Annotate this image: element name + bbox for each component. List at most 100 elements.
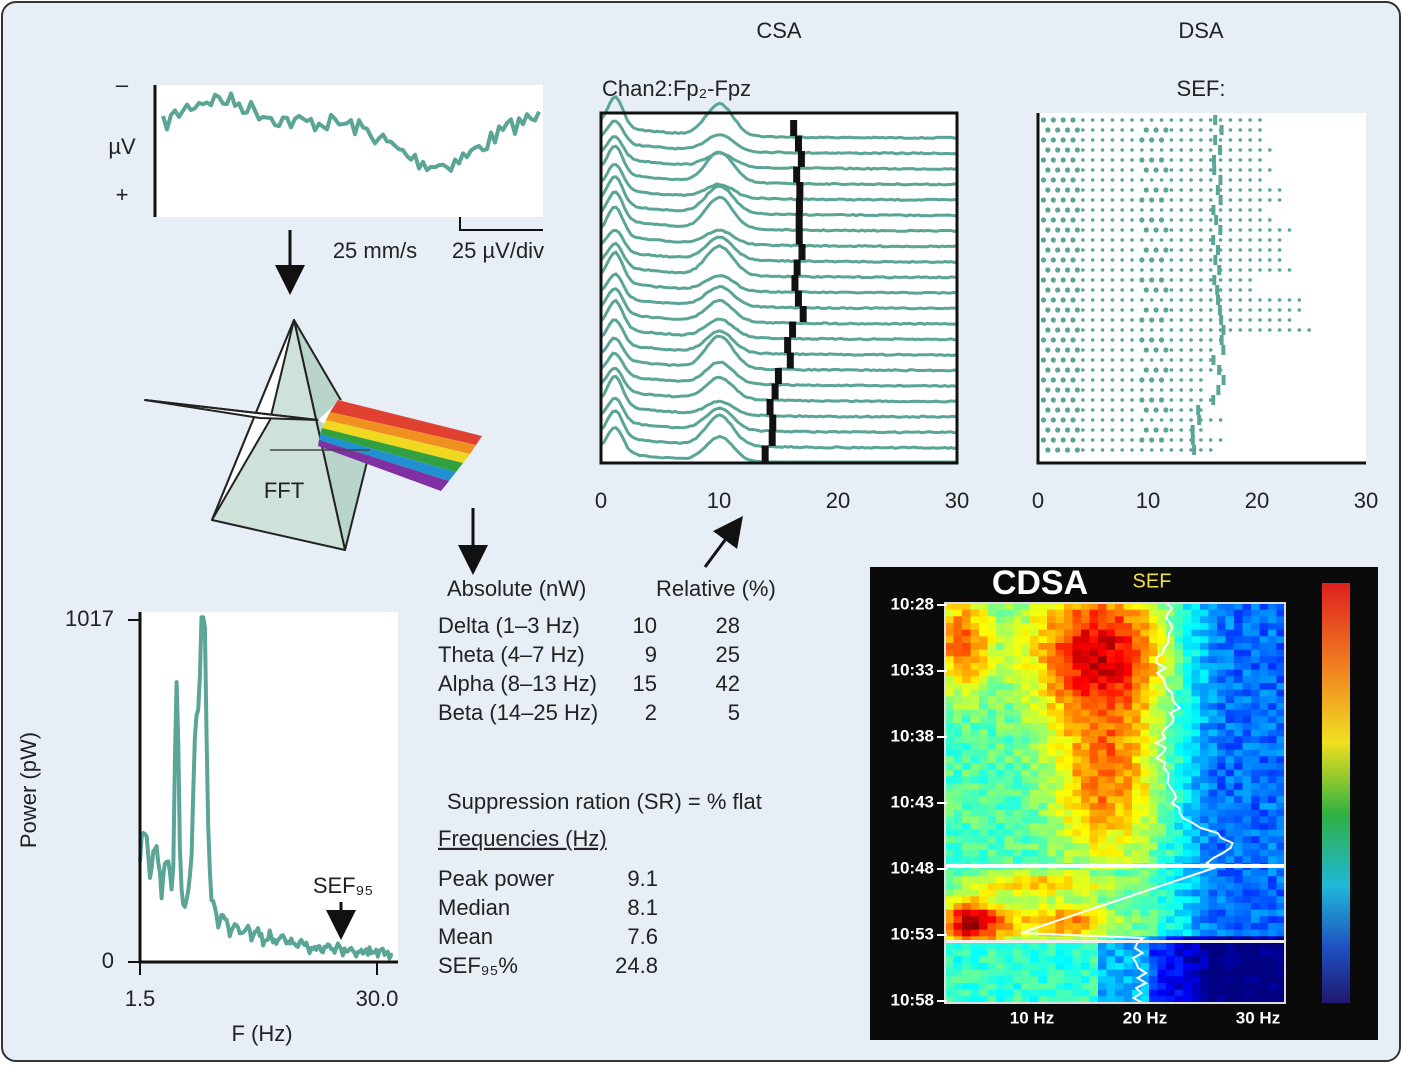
heat-cell [1276, 609, 1286, 617]
heat-cell [1081, 603, 1091, 611]
heat-cell [1183, 989, 1193, 997]
heat-cell [1208, 856, 1218, 864]
heat-cell [1106, 656, 1116, 664]
heat-cell [1268, 723, 1278, 731]
heat-cell [1140, 949, 1150, 957]
heat-cell [1123, 723, 1133, 731]
heat-cell [1259, 856, 1269, 864]
heat-cell [996, 683, 1006, 691]
heat-cell [953, 676, 963, 684]
heat-cell [1251, 889, 1261, 897]
dsa-dot [1228, 118, 1233, 122]
heat-cell [953, 983, 963, 991]
heat-cell [979, 869, 989, 877]
heat-cell [1013, 636, 1023, 644]
heat-cell [1038, 743, 1048, 751]
dsa-dot [1120, 128, 1124, 132]
heat-cell [1123, 796, 1133, 804]
heat-cell [1055, 816, 1065, 824]
heat-cell [1157, 783, 1167, 791]
heat-cell [1174, 936, 1184, 944]
heat-cell [1276, 896, 1286, 904]
heat-cell [962, 929, 972, 937]
heat-cell [1251, 969, 1261, 977]
dsa-dot [1199, 228, 1203, 232]
dsa-dot [1110, 198, 1115, 202]
heat-cell [1055, 716, 1065, 724]
heat-cell [1089, 643, 1099, 651]
dsa-sef [1190, 425, 1195, 435]
dsa-dot [1100, 258, 1105, 262]
heat-cell [953, 843, 963, 851]
heat-cell [1183, 783, 1193, 791]
heat-cell [1191, 956, 1201, 964]
dsa-dot [1074, 287, 1080, 293]
dsa-dot [1149, 217, 1155, 223]
heat-cell [1234, 609, 1244, 617]
dsa-dot [1143, 347, 1149, 353]
heat-cell [1115, 769, 1125, 777]
dsa-dot [1050, 377, 1056, 383]
heat-cell [1166, 729, 1176, 737]
dsa-dot [1163, 427, 1169, 433]
heat-cell [1106, 663, 1116, 671]
dsa-dot [1208, 138, 1213, 142]
heat-cell [1047, 829, 1057, 837]
heat-cell [1132, 836, 1142, 844]
heat-cell [1191, 749, 1201, 757]
dsa-dot [1179, 218, 1184, 222]
heat-cell [962, 916, 972, 924]
heat-cell [1183, 936, 1193, 944]
heat-cell [1030, 696, 1040, 704]
heat-cell [1030, 703, 1040, 711]
dsa-dot [1040, 237, 1047, 243]
dsa-dot [1130, 408, 1134, 412]
heat-cell [970, 889, 980, 897]
heat-cell [1140, 723, 1150, 731]
heat-cell [1089, 636, 1099, 644]
heat-cell [1242, 889, 1252, 897]
dsa-dot [1228, 228, 1233, 232]
heat-cell [1208, 909, 1218, 917]
heat-cell [1021, 889, 1031, 897]
heat-cell [1208, 769, 1218, 777]
dsa-dot [1208, 148, 1213, 152]
dsa-dot [1208, 308, 1213, 312]
dsa-dot [1267, 188, 1272, 192]
heat-cell [1038, 783, 1048, 791]
heat-cell [1140, 943, 1150, 951]
heat-cell [1251, 749, 1261, 757]
heat-cell [1098, 723, 1108, 731]
heat-cell [1089, 716, 1099, 724]
dsa-dot [1050, 317, 1056, 323]
dsa-dot [1050, 177, 1056, 183]
heat-cell [1174, 709, 1184, 717]
dsa-dot [1081, 398, 1085, 402]
heat-cell [1191, 969, 1201, 977]
heat-cell [1106, 856, 1116, 864]
heat-cell [945, 989, 955, 997]
heat-cell [1081, 936, 1091, 944]
heat-cell [953, 803, 963, 811]
dsa-dot [1130, 288, 1134, 292]
heat-cell [1242, 903, 1252, 911]
dsa-dot [1218, 138, 1223, 142]
heat-cell [1149, 943, 1159, 951]
heat-cell [970, 736, 980, 744]
heat-cell [1166, 843, 1176, 851]
heat-cell [1106, 783, 1116, 791]
dsa-dot [1238, 118, 1243, 122]
heat-cell [970, 996, 980, 1004]
dsa-dot [1090, 358, 1095, 362]
heat-cell [1174, 723, 1184, 731]
heat-cell [1268, 603, 1278, 611]
heat-cell [1030, 709, 1040, 717]
heat-cell [979, 943, 989, 951]
heat-cell [996, 669, 1006, 677]
heat-cell [1038, 809, 1048, 817]
freq-label: 20 Hz [1123, 1008, 1167, 1027]
heat-cell [1242, 896, 1252, 904]
heat-cell [1115, 816, 1125, 824]
heat-cell [1030, 856, 1040, 864]
heat-cell [1157, 723, 1167, 731]
